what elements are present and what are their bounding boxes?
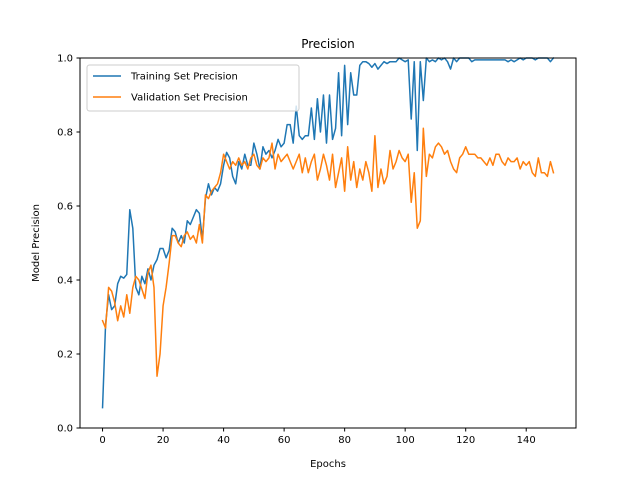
x-tick-label: 0 — [99, 435, 105, 446]
legend-label: Validation Set Precision — [131, 93, 248, 104]
series-layer — [101, 56, 555, 409]
x-tick-label: 140 — [517, 435, 536, 446]
y-axis-label: Model Precision — [31, 204, 42, 282]
x-tick-label: 40 — [217, 435, 230, 446]
y-axis-ticks: 0.0 0.2 0.4 0.6 0.8 1.0 — [57, 54, 80, 435]
y-tick-label: 0.6 — [57, 202, 73, 213]
y-tick-label: 0.0 — [57, 424, 73, 435]
y-tick-label: 0.2 — [57, 350, 73, 361]
legend-label: Training Set Precision — [130, 72, 238, 83]
y-tick-label: 1.0 — [57, 54, 73, 65]
x-axis-ticks: 0 20 40 60 80 100 120 140 — [99, 428, 536, 446]
x-axis-label: Epochs — [310, 459, 346, 470]
x-tick-label: 80 — [338, 435, 351, 446]
x-tick-label: 20 — [157, 435, 170, 446]
legend-box — [86, 64, 300, 112]
x-tick-label: 60 — [278, 435, 291, 446]
x-tick-label: 100 — [396, 435, 415, 446]
y-tick-label: 0.4 — [57, 276, 73, 287]
plot-frame — [79, 57, 577, 429]
series-line-validation — [101, 127, 555, 377]
legend: Training Set Precision Validation Set Pre… — [86, 64, 300, 112]
y-tick-label: 0.8 — [57, 128, 73, 139]
chart-title: Precision — [301, 37, 355, 51]
x-tick-label: 120 — [456, 435, 475, 446]
